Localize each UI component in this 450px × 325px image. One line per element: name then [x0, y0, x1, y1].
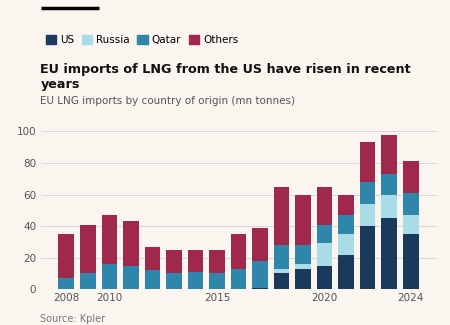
Bar [252, 228, 268, 261]
Bar [209, 273, 225, 289]
Bar [166, 273, 182, 289]
Bar [295, 195, 311, 245]
Bar [231, 234, 246, 269]
Bar [166, 250, 182, 273]
Bar [252, 288, 268, 289]
Bar [274, 269, 289, 273]
Bar [360, 204, 375, 226]
Bar [102, 264, 117, 289]
Bar [338, 234, 354, 254]
Bar [144, 270, 160, 289]
Bar [123, 221, 139, 266]
Bar [274, 187, 289, 245]
Bar [382, 174, 397, 195]
Bar [338, 195, 354, 215]
Bar [403, 162, 418, 193]
Bar [295, 245, 311, 264]
Bar [403, 234, 418, 289]
Text: EU LNG imports by country of origin (mn tonnes): EU LNG imports by country of origin (mn … [40, 96, 296, 106]
Legend: US, Russia, Qatar, Others: US, Russia, Qatar, Others [46, 35, 239, 46]
Bar [252, 261, 268, 288]
Bar [403, 193, 418, 215]
Bar [338, 215, 354, 234]
Bar [360, 142, 375, 182]
Bar [295, 264, 311, 269]
Bar [209, 250, 225, 273]
Bar [123, 266, 139, 289]
Bar [188, 272, 203, 289]
Text: Source: Kpler: Source: Kpler [40, 314, 106, 324]
Bar [382, 218, 397, 289]
Bar [317, 266, 333, 289]
Bar [144, 247, 160, 270]
Bar [274, 245, 289, 269]
Bar [274, 273, 289, 289]
Bar [382, 195, 397, 218]
Bar [360, 226, 375, 289]
Bar [338, 254, 354, 289]
Bar [382, 135, 397, 174]
Bar [317, 243, 333, 266]
Bar [80, 273, 95, 289]
Bar [58, 234, 74, 278]
Bar [231, 269, 246, 289]
Bar [403, 215, 418, 234]
Bar [317, 225, 333, 243]
Text: EU imports of LNG from the US have risen in recent years: EU imports of LNG from the US have risen… [40, 63, 411, 91]
Bar [360, 182, 375, 204]
Bar [295, 269, 311, 289]
Bar [58, 278, 74, 289]
Bar [102, 215, 117, 264]
Bar [80, 225, 95, 273]
Bar [188, 250, 203, 272]
Bar [317, 187, 333, 225]
